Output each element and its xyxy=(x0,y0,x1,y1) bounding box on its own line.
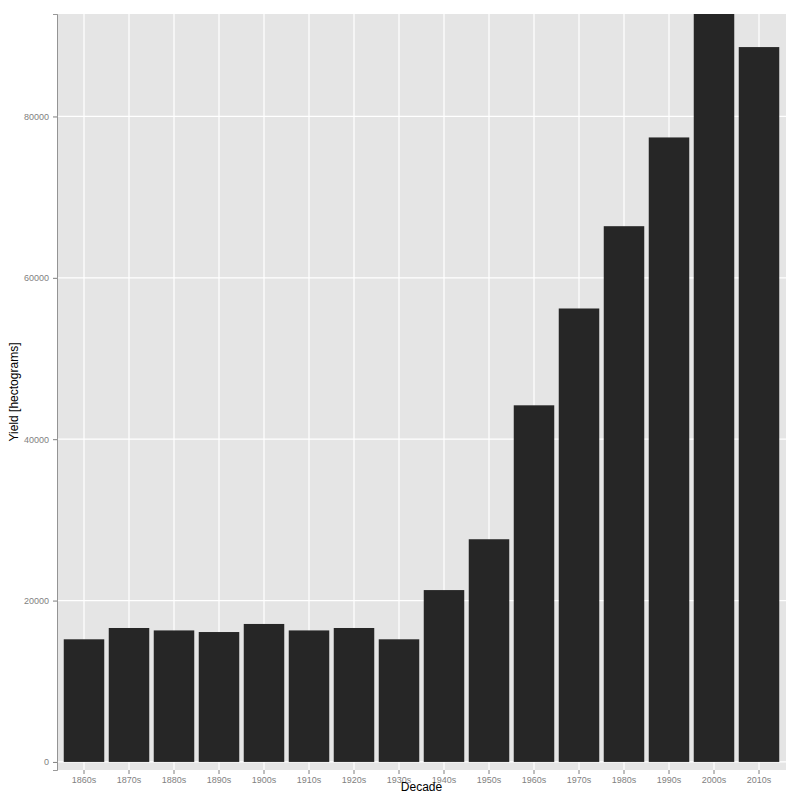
tick-mark xyxy=(534,770,535,774)
tick-mark xyxy=(444,770,445,774)
tick: 1970s xyxy=(567,770,592,785)
tick-label: 1950s xyxy=(477,775,502,785)
grid xyxy=(57,14,786,770)
bar xyxy=(244,624,285,762)
tick: 1990s xyxy=(657,770,682,785)
tick-mark xyxy=(219,770,220,774)
tick-label: 1960s xyxy=(522,775,547,785)
tick-mark xyxy=(759,770,760,774)
tick: 1960s xyxy=(522,770,547,785)
tick-label: 2010s xyxy=(747,775,772,785)
tick-label: 0 xyxy=(44,757,49,767)
tick-mark xyxy=(53,278,57,279)
bar xyxy=(334,628,375,762)
tick: 1950s xyxy=(477,770,502,785)
tick: 80000 xyxy=(24,112,57,122)
tick-mark xyxy=(53,116,57,117)
y-axis-title: Yield [hectograms] xyxy=(7,343,21,442)
bar xyxy=(694,14,735,762)
bar xyxy=(604,226,645,762)
tick: 1860s xyxy=(72,770,97,785)
tick-label: 1890s xyxy=(207,775,232,785)
tick-label: 40000 xyxy=(24,435,49,445)
bar xyxy=(469,539,510,762)
tick: 2010s xyxy=(747,770,772,785)
bar xyxy=(199,632,240,762)
tick-mark xyxy=(53,601,57,602)
tick-mark xyxy=(399,770,400,774)
tick: 1910s xyxy=(297,770,322,785)
tick-mark xyxy=(309,770,310,774)
tick-mark xyxy=(174,770,175,774)
tick-label: 60000 xyxy=(24,273,49,283)
tick: 40000 xyxy=(24,435,57,445)
tick-label: 1900s xyxy=(252,775,277,785)
bar xyxy=(649,137,690,761)
bar xyxy=(424,590,465,762)
tick: 1920s xyxy=(342,770,367,785)
plot: 0 20000 40000 60000 80000 1860s 1870s 1880s 1890… xyxy=(24,14,787,785)
tick: 1890s xyxy=(207,770,232,785)
tick-mark xyxy=(579,770,580,774)
tick-label: 1880s xyxy=(162,775,187,785)
bar xyxy=(559,308,600,761)
tick-mark xyxy=(624,770,625,774)
tick-mark xyxy=(264,770,265,774)
bar xyxy=(514,405,555,762)
panel-background xyxy=(57,14,786,770)
x-axis-title: Decade xyxy=(401,780,443,794)
tick-mark xyxy=(669,770,670,774)
tick-label: 80000 xyxy=(24,112,49,122)
tick: 1870s xyxy=(117,770,142,785)
y-axis: 0 20000 40000 60000 80000 xyxy=(24,15,58,771)
tick-mark xyxy=(53,439,57,440)
grid-line xyxy=(57,116,786,117)
chart: 0 20000 40000 60000 80000 1860s 1870s 1880s 1890… xyxy=(0,0,800,800)
tick-mark xyxy=(84,770,85,774)
bars xyxy=(64,14,780,762)
bar xyxy=(109,628,150,762)
tick-mark xyxy=(714,770,715,774)
tick-mark xyxy=(489,770,490,774)
tick-mark xyxy=(129,770,130,774)
tick-label: 1920s xyxy=(342,775,367,785)
tick: 2000s xyxy=(702,770,727,785)
tick-label: 20000 xyxy=(24,596,49,606)
tick: 1880s xyxy=(162,770,187,785)
tick: 0 xyxy=(44,757,57,767)
tick-label: 1910s xyxy=(297,775,322,785)
tick: 60000 xyxy=(24,273,57,283)
tick-label: 1970s xyxy=(567,775,592,785)
bar xyxy=(64,639,105,762)
tick-mark xyxy=(354,770,355,774)
tick: 1980s xyxy=(612,770,637,785)
bar xyxy=(379,639,420,762)
tick: 1900s xyxy=(252,770,277,785)
tick-label: 1980s xyxy=(612,775,637,785)
bar xyxy=(289,630,330,762)
tick-label: 1870s xyxy=(117,775,142,785)
tick-label: 2000s xyxy=(702,775,727,785)
axis-line xyxy=(58,770,787,771)
bar xyxy=(739,47,780,762)
bar xyxy=(154,630,195,762)
tick: 20000 xyxy=(24,596,57,606)
tick-label: 1990s xyxy=(657,775,682,785)
tick-label: 1860s xyxy=(72,775,97,785)
axis-line xyxy=(53,15,58,771)
tick-mark xyxy=(53,762,57,763)
